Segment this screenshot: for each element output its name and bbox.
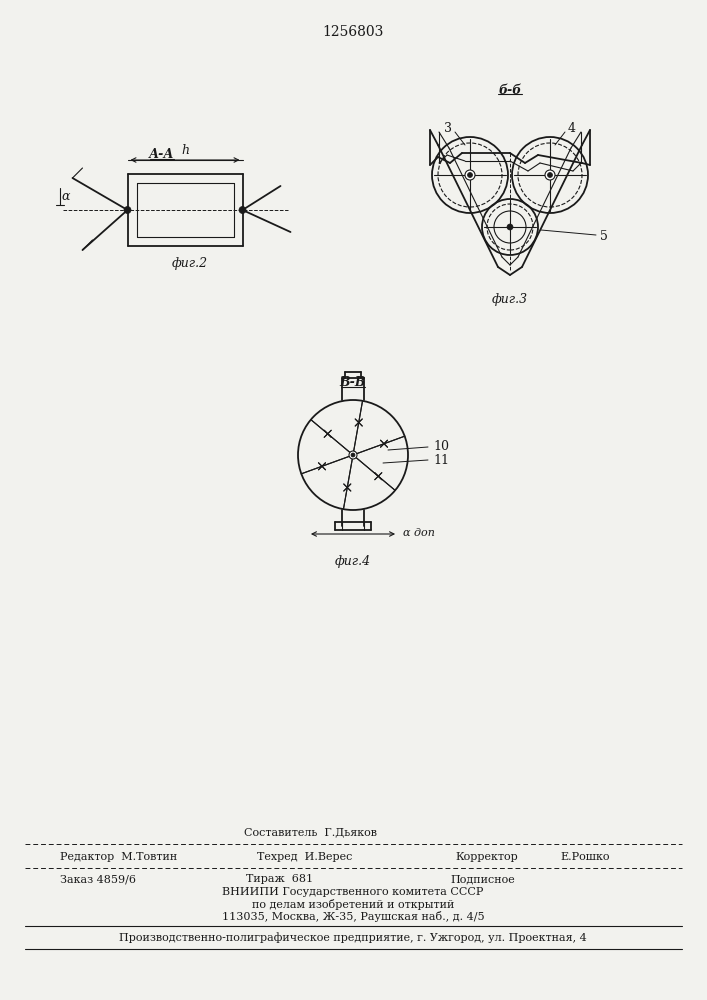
Text: 113035, Москва, Ж-35, Раушская наб., д. 4/5: 113035, Москва, Ж-35, Раушская наб., д. … [222,910,484,922]
Text: Заказ 4859/6: Заказ 4859/6 [60,874,136,884]
Circle shape [507,224,513,230]
Text: Производственно-полиграфическое предприятие, г. Ужгород, ул. Проектная, 4: Производственно-полиграфическое предприя… [119,933,587,943]
Text: фиг.2: фиг.2 [172,257,208,270]
Text: по делам изобретений и открытий: по делам изобретений и открытий [252,898,454,910]
Text: 10: 10 [433,440,449,454]
Circle shape [124,207,131,214]
Text: 5: 5 [600,231,608,243]
Text: α доп: α доп [403,528,435,538]
Text: Корректор: Корректор [455,852,518,862]
Text: Техред  И.Верес: Техред И.Верес [257,852,353,862]
Text: Подписное: Подписное [450,874,515,884]
Circle shape [465,170,475,180]
Text: h: h [181,144,189,157]
Circle shape [547,172,552,178]
Text: 11: 11 [433,454,449,466]
Text: б-б: б-б [498,84,522,97]
Circle shape [545,170,555,180]
Text: 3: 3 [444,121,452,134]
Text: Составитель  Г.Дьяков: Составитель Г.Дьяков [243,827,377,837]
Text: фиг.4: фиг.4 [335,556,371,568]
Text: фиг.3: фиг.3 [492,294,528,306]
Text: А-А: А-А [149,148,175,161]
Circle shape [467,172,472,178]
Text: В-В: В-В [340,376,366,389]
Text: 4: 4 [568,121,576,134]
Text: Е.Рошко: Е.Рошко [560,852,609,862]
Circle shape [349,451,357,459]
Text: α: α [62,190,70,202]
Circle shape [239,207,246,214]
Circle shape [351,453,355,457]
Text: Тираж  681: Тираж 681 [247,874,314,884]
Text: 1256803: 1256803 [322,25,384,39]
Text: Редактор  М.Товтин: Редактор М.Товтин [60,852,177,862]
Text: ВНИИПИ Государственного комитета СССР: ВНИИПИ Государственного комитета СССР [222,887,484,897]
